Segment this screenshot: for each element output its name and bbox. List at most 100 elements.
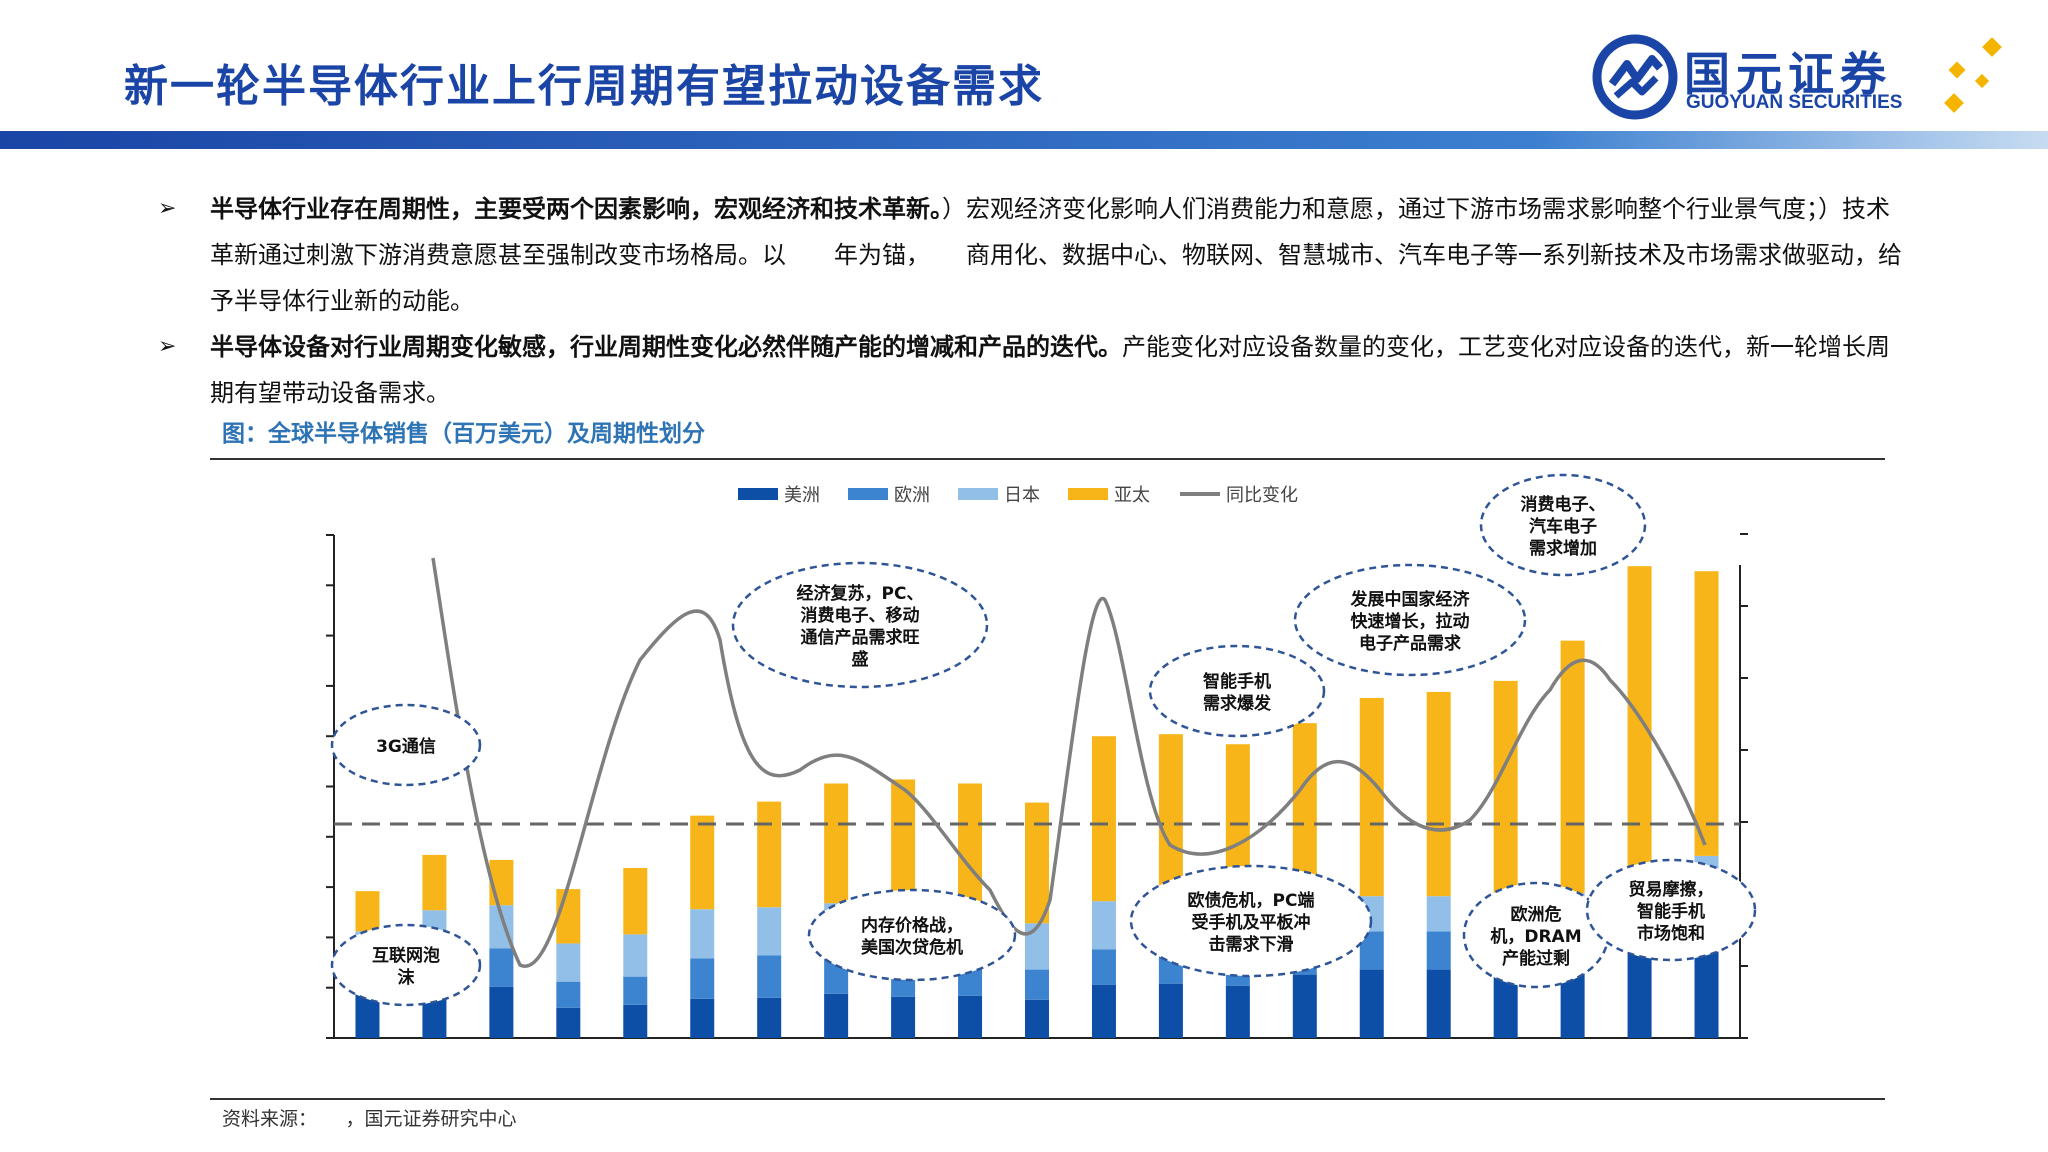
annotation-text: 3G通信 xyxy=(376,736,436,757)
annotation-ellipse xyxy=(1585,858,1757,962)
bar-segment-亚太 xyxy=(623,867,648,935)
bar-segment-美洲 xyxy=(489,986,514,1038)
cycle-annotation: 内存价格战，美国次贷危机 xyxy=(807,888,1017,982)
bar-segment-亚太 xyxy=(1091,736,1116,902)
annotation-text: 内存价格战， xyxy=(861,915,963,936)
chart-top-rule xyxy=(210,458,1885,460)
annotation-text: 贸易摩擦， xyxy=(1629,879,1714,900)
annotation-text: 互联网泡 xyxy=(372,945,440,966)
bar-segment-美洲 xyxy=(556,1007,581,1038)
bar-segment-日本 xyxy=(757,907,782,956)
source-note: 资料来源： ，国元证券研究中心 xyxy=(222,1108,517,1130)
legend-label: 亚太 xyxy=(1114,485,1150,506)
bar-segment-亚太 xyxy=(1158,734,1183,899)
page-title: 新一轮半导体行业上行周期有望拉动设备需求 xyxy=(124,61,1044,112)
logo-stars-icon xyxy=(1944,37,2002,113)
bar-segment-欧洲 xyxy=(489,948,514,987)
bar-segment-亚太 xyxy=(1426,691,1451,897)
annotation-ellipse xyxy=(731,561,989,689)
bullet-list: ➢ 半导体行业存在周期性，主要受两个因素影响，宏观经济和技术革新。）宏观经济变化… xyxy=(150,186,1910,416)
bar-segment-欧洲 xyxy=(1091,949,1116,985)
annotation-text: 受手机及平板冲 xyxy=(1192,912,1311,933)
bar-segment-美洲 xyxy=(1091,984,1116,1038)
bar-segment-美洲 xyxy=(824,993,849,1038)
annotation-text: 发展中国家经济 xyxy=(1350,589,1471,610)
bar-segment-亚太 xyxy=(958,783,983,911)
arrow-bullet-icon: ➢ xyxy=(158,196,177,221)
bar-segment-欧洲 xyxy=(690,958,715,999)
bar-segment-亚太 xyxy=(1025,802,1049,924)
annotation-text: 盛 xyxy=(852,649,869,670)
annotation-text: 市场饱和 xyxy=(1637,923,1705,944)
legend-label: 欧洲 xyxy=(894,485,930,506)
yoy-change-line xyxy=(431,557,1707,968)
bar-segment-美洲 xyxy=(757,997,782,1038)
legend-label: 日本 xyxy=(1004,485,1040,506)
annotation-ellipse xyxy=(330,923,482,1007)
bar-segment-亚太 xyxy=(1560,640,1585,894)
bar-segment-欧洲 xyxy=(623,976,648,1005)
bar-segment-亚太 xyxy=(422,854,447,911)
bullet-1-bold: 半导体行业存在周期性，主要受两个因素影响，宏观经济和技术革新。 xyxy=(210,194,942,223)
bar-segment-欧洲 xyxy=(1025,969,1049,1000)
bar-segment-亚太 xyxy=(1694,571,1719,856)
chart-title: 图：全球半导体销售（百万美元）及周期性划分 xyxy=(222,420,705,447)
annotation-text: 消费电子、 xyxy=(1521,494,1606,515)
bar-segment-日本 xyxy=(690,909,715,959)
bar-segment-亚太 xyxy=(355,891,380,932)
bar-segment-亚太 xyxy=(824,783,849,904)
annotation-text: 沫 xyxy=(398,967,416,988)
arrow-bullet-icon: ➢ xyxy=(158,334,177,359)
annotation-text: 产能过剩 xyxy=(1502,948,1570,969)
bar-segment-美洲 xyxy=(623,1004,648,1038)
bar-segment-美洲 xyxy=(958,995,983,1038)
guoyuan-logo-icon xyxy=(1592,34,1678,120)
bullet-1-text: ）宏观经济变化影响人们消费能力和意愿，通过下游市场需求影响整个行业景气度；）技术… xyxy=(210,195,1902,315)
bullet-item-1: ➢ 半导体行业存在周期性，主要受两个因素影响，宏观经济和技术革新。）宏观经济变化… xyxy=(150,186,1910,324)
bar-segment-亚太 xyxy=(690,815,715,910)
bar-segment-欧洲 xyxy=(556,981,581,1008)
bar-segment-日本 xyxy=(556,943,581,982)
bar-segment-美洲 xyxy=(1225,985,1250,1038)
annotation-text: 欧洲危 xyxy=(1511,904,1562,925)
annotation-ellipse xyxy=(1129,864,1373,978)
bar-segment-欧洲 xyxy=(1426,931,1451,970)
annotation-text: 汽车电子 xyxy=(1529,516,1597,537)
legend-swatch xyxy=(738,488,778,500)
bar-segment-亚太 xyxy=(1493,680,1518,901)
bar-segment-日本 xyxy=(1025,923,1049,970)
bullet-item-2: ➢ 半导体设备对行业周期变化敏感，行业周期性变化必然伴随产能的增减和产品的迭代。… xyxy=(150,324,1910,416)
bar-segment-美洲 xyxy=(1426,969,1451,1038)
company-logo: 国元证券 GUOYUAN SECURITIES xyxy=(1592,34,2012,124)
bar-segment-美洲 xyxy=(1158,983,1183,1038)
annotation-text: 需求增加 xyxy=(1529,538,1597,559)
bar-segment-日本 xyxy=(623,934,648,977)
annotation-ellipse xyxy=(1148,644,1326,738)
annotation-text: 智能手机 xyxy=(1637,901,1705,922)
annotation-text: 需求爆发 xyxy=(1203,693,1272,714)
bar-segment-美洲 xyxy=(690,998,715,1038)
header-gradient-bar xyxy=(0,131,2048,149)
legend-label: 同比变化 xyxy=(1226,485,1298,506)
bar-segment-美洲 xyxy=(1025,999,1049,1038)
annotation-text: 美国次贷危机 xyxy=(861,937,963,958)
bar-segment-美洲 xyxy=(1292,974,1317,1038)
annotation-ellipse xyxy=(330,703,482,787)
cycle-annotation: 3G通信 xyxy=(330,703,482,787)
annotation-ellipse xyxy=(1293,563,1527,677)
bar-segment-美洲 xyxy=(1627,946,1652,1038)
annotation-text: 智能手机 xyxy=(1203,671,1271,692)
chart-bottom-rule xyxy=(210,1098,1885,1100)
bar-segment-美洲 xyxy=(891,996,916,1038)
legend-label: 美洲 xyxy=(784,485,820,506)
annotation-ellipse xyxy=(1479,473,1647,577)
annotation-text: 电子产品需求 xyxy=(1359,633,1461,654)
annotation-ellipse xyxy=(807,888,1017,982)
